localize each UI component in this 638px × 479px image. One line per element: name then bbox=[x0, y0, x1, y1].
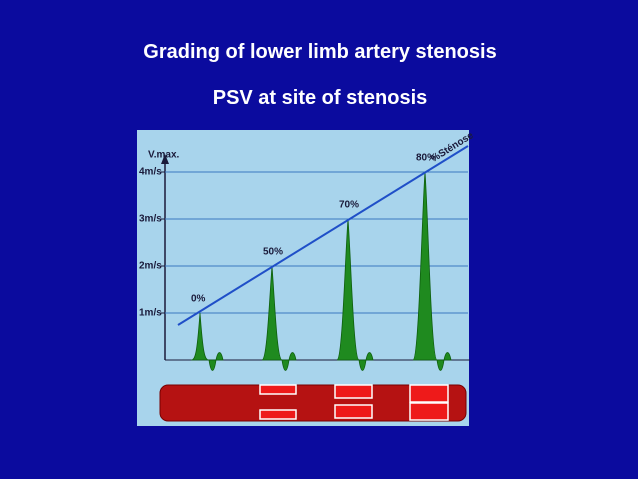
vessel bbox=[159, 384, 467, 422]
chart-panel bbox=[137, 130, 469, 426]
peak bbox=[190, 312, 224, 371]
peak-label: 50% bbox=[263, 247, 283, 258]
peak bbox=[261, 265, 297, 371]
y-tick-label: 3m/s bbox=[139, 214, 162, 225]
peak-label: 0% bbox=[191, 294, 206, 305]
subtitle: PSV at site of stenosis bbox=[213, 87, 428, 109]
stenosis-marks bbox=[259, 384, 449, 421]
y-tick-label: 2m/s bbox=[139, 261, 162, 272]
axis-arrow bbox=[161, 154, 169, 164]
y-axis-label: V.max. bbox=[148, 150, 180, 161]
trend-line bbox=[177, 145, 469, 326]
y-tick-label: 1m/s bbox=[139, 308, 162, 319]
title: Grading of lower limb artery stenosis bbox=[143, 41, 496, 63]
peak bbox=[412, 171, 452, 371]
peak-label: 80% bbox=[416, 153, 436, 164]
peak-label: 70% bbox=[339, 200, 359, 211]
y-tick-label: 4m/s bbox=[139, 167, 162, 178]
peak bbox=[336, 218, 374, 371]
